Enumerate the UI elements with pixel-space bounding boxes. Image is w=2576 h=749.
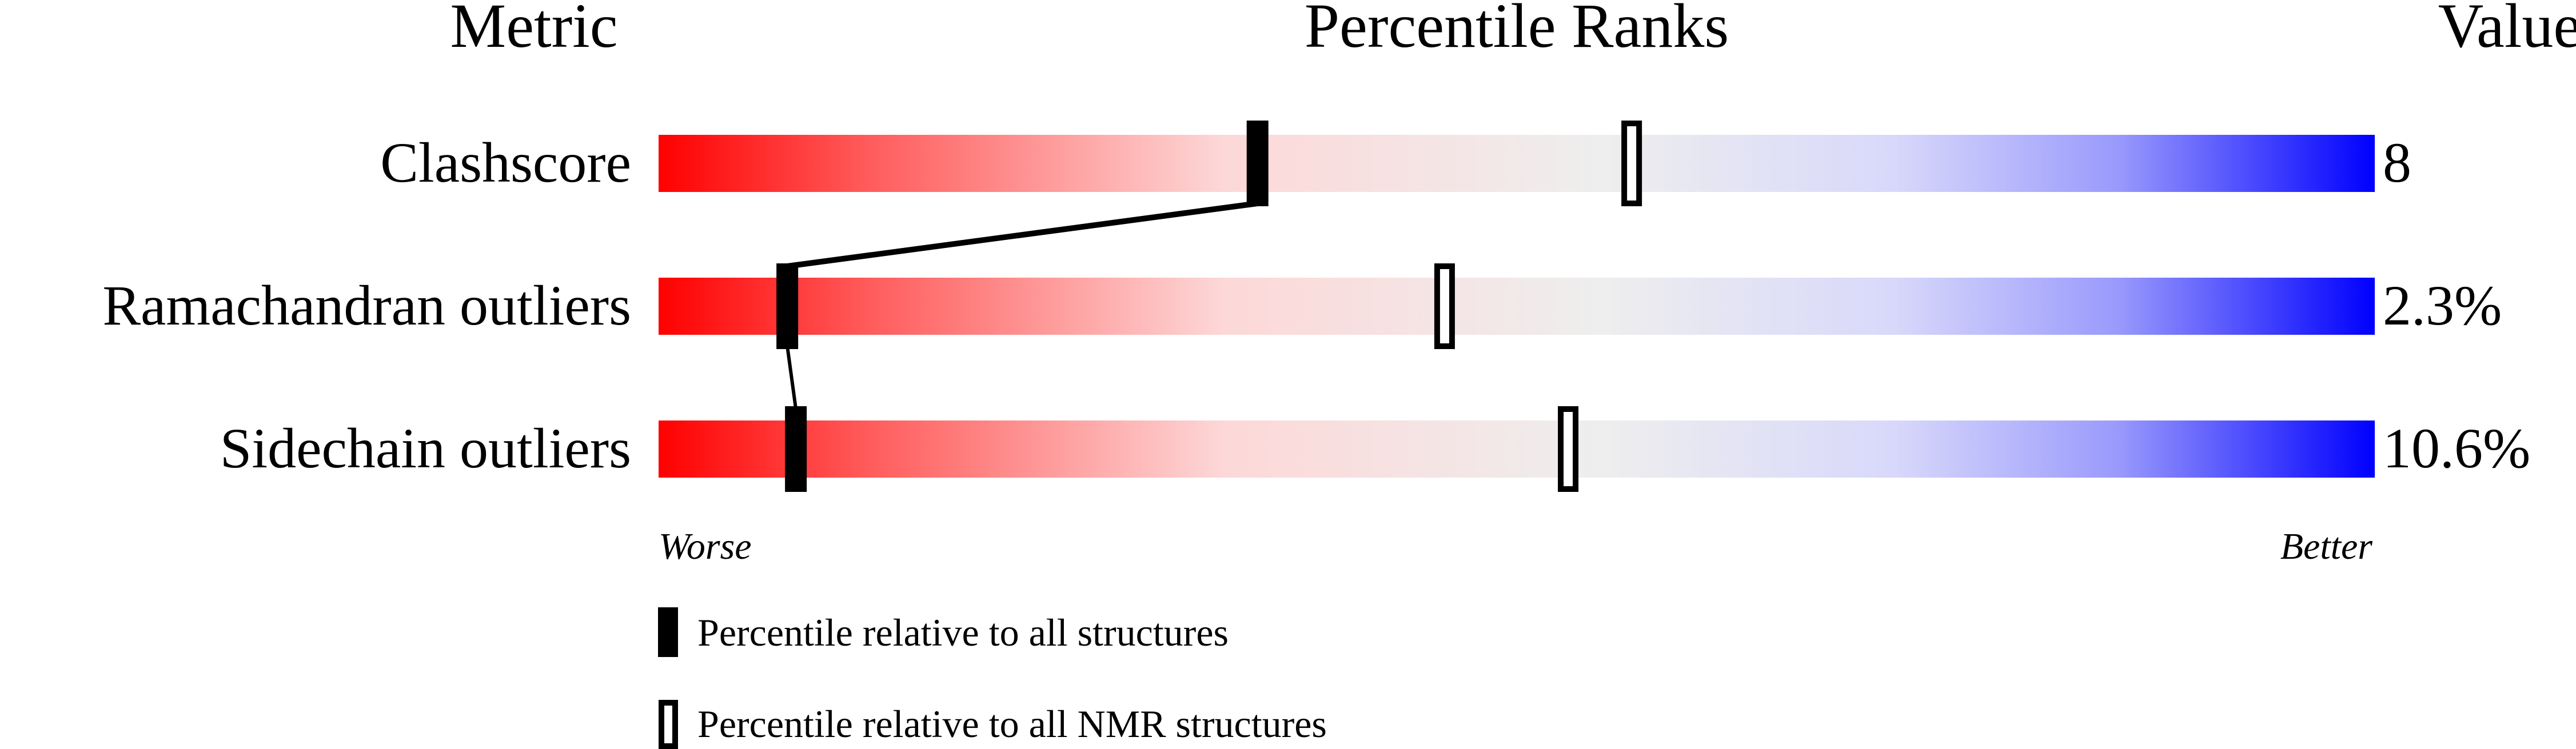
- legend-nmr-label: Percentile relative to all NMR structure…: [697, 702, 1327, 746]
- header-percentile-ranks: Percentile Ranks: [1305, 0, 1729, 61]
- axis-label-worse: Worse: [659, 526, 752, 567]
- connector-line: [785, 346, 798, 410]
- nmr-percentile-marker: [1434, 263, 1455, 349]
- percentile-bar: [659, 135, 2375, 192]
- metric-value: 8: [2383, 131, 2411, 194]
- metric-label: Ramachandran outliers: [102, 274, 631, 337]
- all-percentile-marker: [776, 263, 799, 349]
- metric-label: Sidechain outliers: [220, 416, 631, 480]
- nmr-percentile-marker: [1558, 406, 1579, 492]
- legend-nmr-marker: [659, 700, 678, 749]
- all-percentile-marker: [785, 406, 807, 492]
- metric-label: Clashscore: [380, 131, 631, 194]
- all-percentile-marker: [1246, 121, 1269, 206]
- nmr-percentile-marker: [1621, 121, 1642, 206]
- header-value: Value: [2438, 0, 2576, 61]
- metric-value: 10.6%: [2383, 416, 2530, 480]
- percentile-bar: [659, 278, 2375, 335]
- percentile-bar: [659, 420, 2375, 478]
- legend-all-label: Percentile relative to all structures: [697, 611, 1229, 654]
- metric-value: 2.3%: [2383, 274, 2502, 337]
- axis-label-better: Better: [2280, 526, 2373, 567]
- connector-line: [787, 201, 1258, 269]
- legend-all-marker: [658, 607, 678, 657]
- header-metric: Metric: [450, 0, 617, 61]
